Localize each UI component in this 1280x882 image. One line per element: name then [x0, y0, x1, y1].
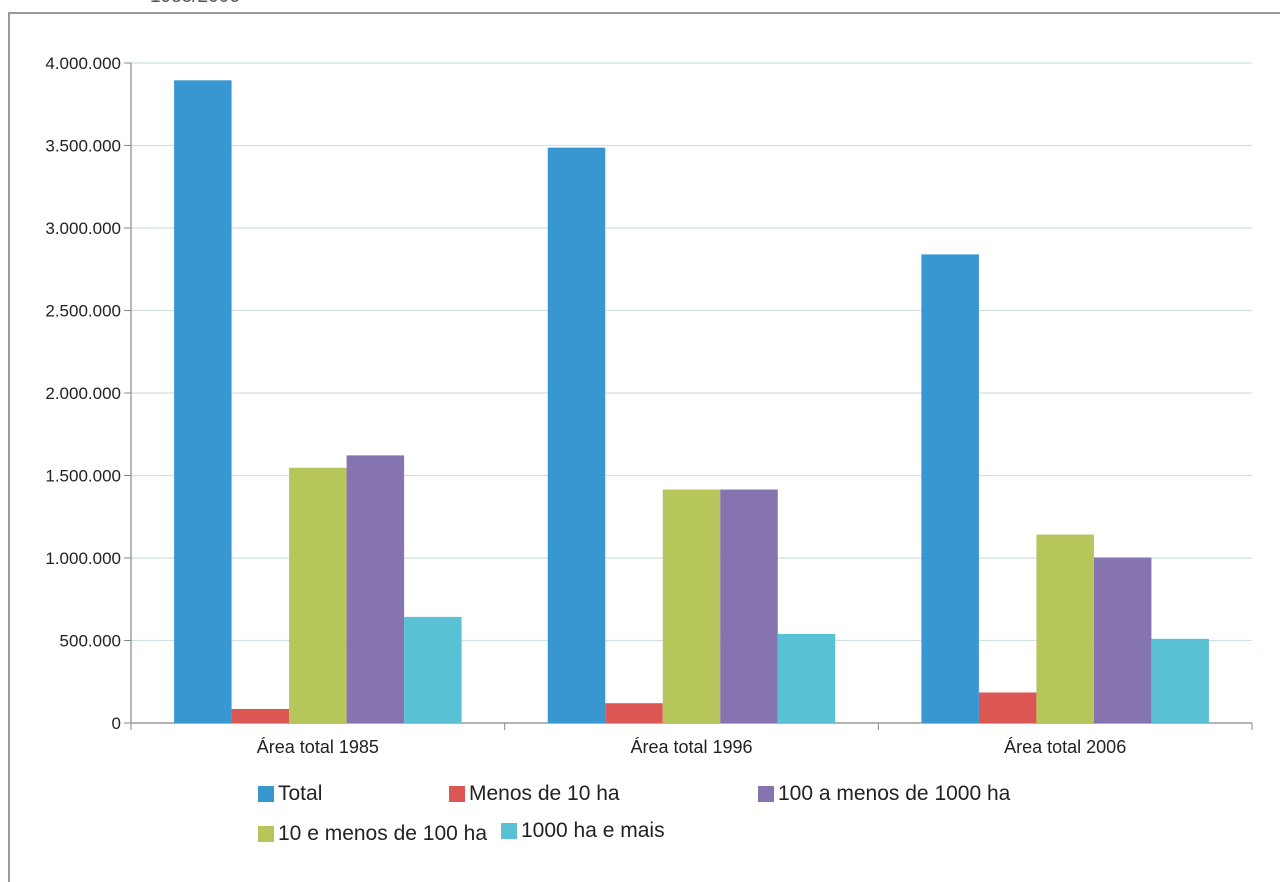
bar — [605, 703, 663, 723]
legend-swatch-100-1000 — [758, 786, 774, 802]
y-tick-label: 0 — [112, 714, 121, 733]
legend-label-10-100: 10 e menos de 100 ha — [278, 822, 487, 845]
bar — [547, 147, 606, 723]
legend-item-menos-10: Menos de 10 ha — [449, 782, 620, 806]
y-tick-label: 1.500.000 — [45, 467, 121, 486]
y-tick-label: 1.000.000 — [45, 549, 121, 568]
x-category-label: Área total 1985 — [257, 737, 379, 757]
bar — [921, 254, 979, 723]
legend-item-100-1000: 100 a menos de 1000 ha — [758, 782, 1010, 806]
x-category-label: Área total 2006 — [1004, 737, 1126, 757]
legend-swatch-10-100 — [258, 826, 274, 842]
y-tick-label: 2.000.000 — [45, 384, 121, 403]
bar — [1036, 534, 1094, 723]
legend-swatch-menos-10 — [449, 786, 465, 802]
bar — [978, 692, 1037, 723]
y-tick-label: 3.000.000 — [45, 219, 121, 238]
y-tick-label: 500.000 — [60, 632, 121, 651]
legend: Total Menos de 10 ha 100 a menos de 1000… — [258, 782, 1158, 862]
legend-label-1000-mais: 1000 ha e mais — [521, 819, 665, 842]
chart-title: 1985/2006 — [150, 0, 240, 8]
bar — [231, 708, 290, 723]
bar — [289, 467, 347, 723]
labels: 0 500.000 1.000.000 1.500.000 2.000.000 2.500… — [45, 54, 1126, 757]
bars — [174, 80, 1209, 723]
bar — [720, 489, 778, 723]
legend-label-100-1000: 100 a menos de 1000 ha — [778, 782, 1011, 805]
y-tick-label: 4.000.000 — [45, 54, 121, 73]
legend-item-10-100: 10 e menos de 100 ha — [258, 822, 487, 846]
legend-label-menos-10: Menos de 10 ha — [469, 782, 620, 805]
legend-item-total: Total — [258, 782, 322, 806]
bar — [404, 616, 462, 723]
bar — [662, 489, 721, 723]
bar — [346, 455, 405, 723]
bar — [1093, 557, 1152, 723]
bar — [174, 80, 232, 723]
x-category-label: Área total 1996 — [630, 737, 752, 757]
legend-swatch-1000-mais — [501, 823, 517, 839]
legend-swatch-total — [258, 786, 274, 802]
y-tick-label: 2.500.000 — [45, 302, 121, 321]
y-tick-label: 3.500.000 — [45, 137, 121, 156]
legend-item-1000-mais: 1000 ha e mais — [501, 819, 665, 843]
chart-frame — [8, 12, 1280, 882]
bar — [1151, 638, 1209, 723]
bar — [777, 633, 836, 723]
legend-label-total: Total — [278, 782, 323, 805]
